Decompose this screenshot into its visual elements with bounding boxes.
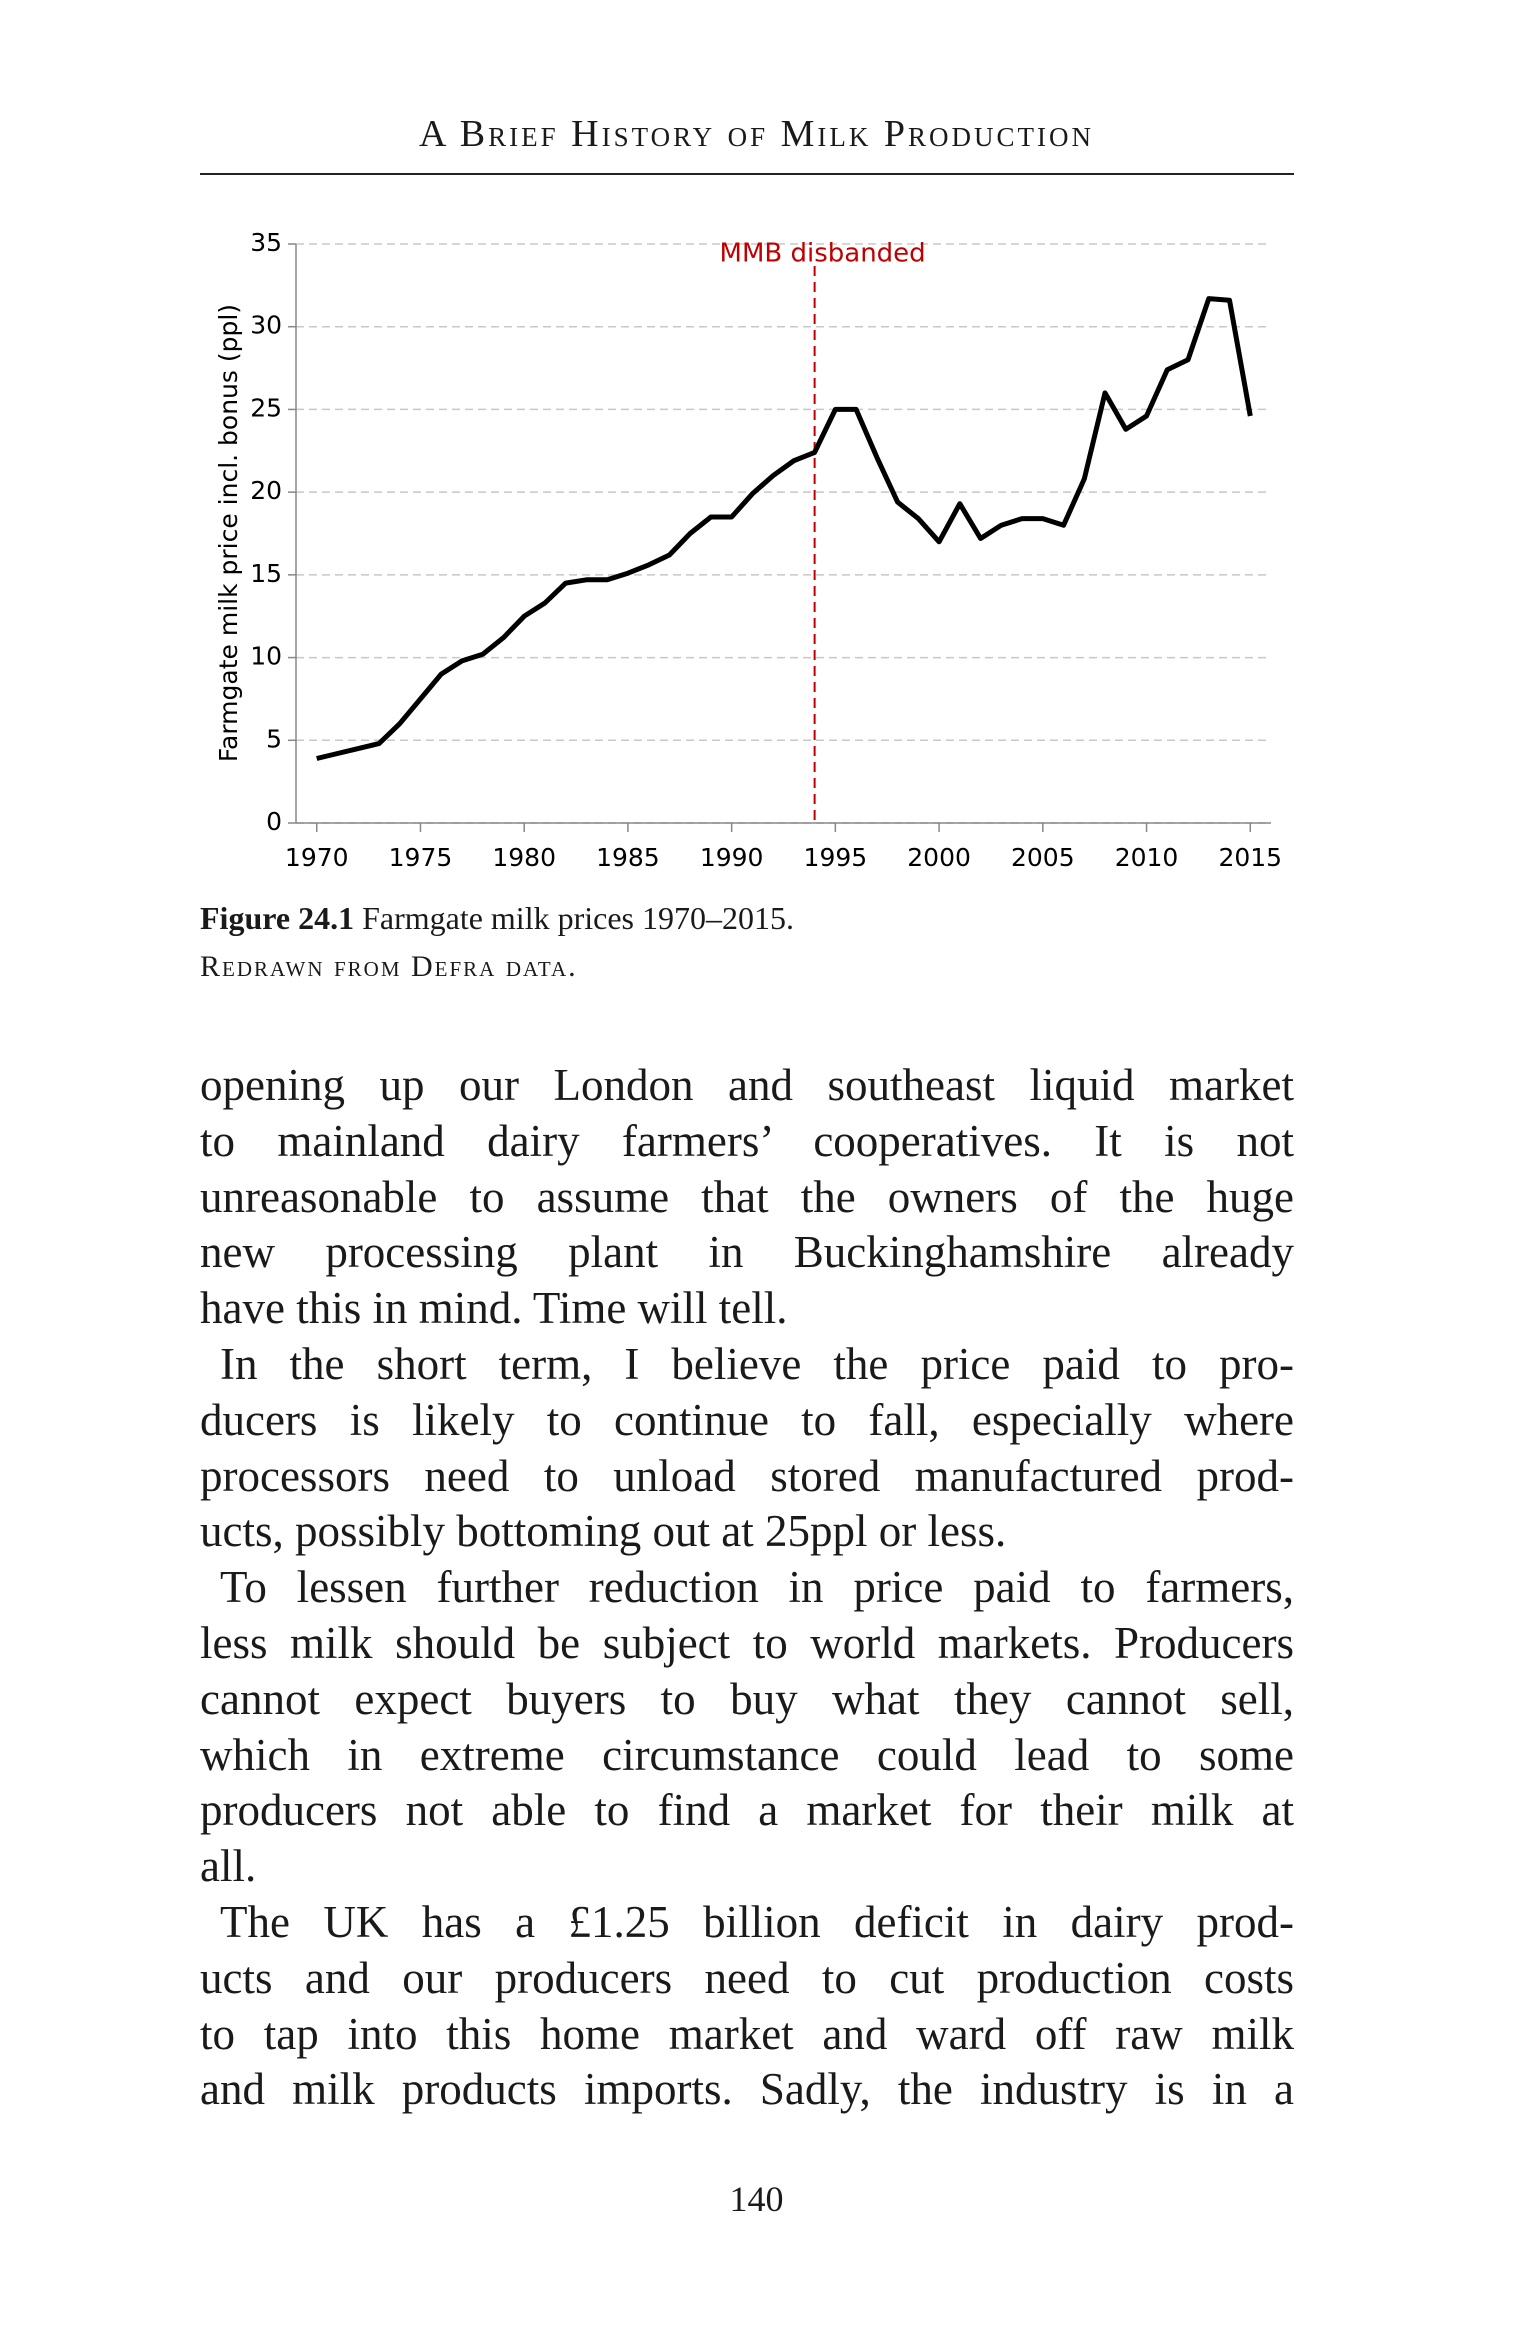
- text-line: processors need to unload stored manufac…: [200, 1450, 1294, 1501]
- text-line: To lessen further reduction in price pai…: [220, 1562, 1294, 1613]
- figure-caption: Figure 24.1 Farmgate milk prices 1970–20…: [200, 900, 794, 937]
- chart: Farmgate milk price incl. bonus (ppl) 0 5…: [214, 228, 1282, 872]
- text-line: to tap into this home market and ward of…: [200, 2008, 1294, 2059]
- x-tick-label: 1980: [492, 843, 556, 872]
- text-line: cannot expect buyers to buy what they ca…: [200, 1673, 1294, 1724]
- text-line: all.: [200, 1841, 257, 1892]
- figure-source: Redrawn from Defra data.: [200, 950, 578, 983]
- text-line: to mainland dairy farmers’ cooperatives.…: [200, 1115, 1294, 1166]
- x-tick-label: 2015: [1218, 843, 1282, 872]
- caption-text: Farmgate milk prices 1970–2015.: [362, 900, 794, 936]
- text-line: ducers is likely to continue to fall, es…: [200, 1394, 1294, 1445]
- header-rule: [200, 173, 1294, 175]
- y-tick-label: 5: [266, 724, 282, 753]
- x-tick-label: 1990: [700, 843, 764, 872]
- y-tick-label: 25: [250, 393, 282, 422]
- y-tick-label: 10: [250, 642, 282, 671]
- text-line: ucts, possibly bottoming out at 25ppl or…: [200, 1506, 1007, 1557]
- x-tick-label: 2000: [907, 843, 971, 872]
- annotation-text: MMB disbanded: [720, 239, 926, 269]
- x-tick-label: 2005: [1011, 843, 1075, 872]
- text-line: The UK has a £1.25 billion deficit in da…: [220, 1896, 1294, 1947]
- text-line: and milk products imports. Sadly, the in…: [200, 2064, 1294, 2115]
- running-header: A Brief History of Milk Production: [418, 113, 1095, 155]
- x-tick-label: 1970: [285, 843, 349, 872]
- page-number: 140: [729, 2179, 784, 2219]
- y-tick-label: 35: [250, 228, 282, 257]
- figure-label: Figure 24.1: [200, 900, 355, 936]
- body-text: opening up our London and southeast liqu…: [200, 1058, 1294, 2118]
- text-line: In the short term, I believe the price p…: [220, 1338, 1294, 1389]
- y-tick-label: 20: [250, 476, 282, 505]
- y-tick-label: 0: [266, 807, 282, 836]
- text-line: less milk should be subject to world mar…: [200, 1617, 1294, 1668]
- text-line: producers not able to find a market for …: [200, 1785, 1294, 1836]
- x-tick-label: 2010: [1115, 843, 1179, 872]
- text-line: unreasonable to assume that the owners o…: [200, 1171, 1294, 1222]
- text-line: opening up our London and southeast liqu…: [200, 1060, 1294, 1110]
- y-tick-label: 15: [250, 559, 282, 588]
- y-axis-label: Farmgate milk price incl. bonus (ppl): [214, 304, 243, 762]
- x-tick-label: 1995: [804, 843, 868, 872]
- y-tick-label: 30: [250, 311, 282, 340]
- x-tick-label: 1985: [596, 843, 660, 872]
- text-line: which in extreme circumstance could lead…: [200, 1729, 1294, 1780]
- text-line: ucts and our producers need to cut produ…: [200, 1952, 1294, 2003]
- text-line: have this in mind. Time will tell.: [200, 1283, 788, 1334]
- price-line: [316, 296, 1253, 761]
- x-tick-label: 1975: [389, 843, 453, 872]
- text-line: new processing plant in Buckinghamshire …: [200, 1227, 1294, 1278]
